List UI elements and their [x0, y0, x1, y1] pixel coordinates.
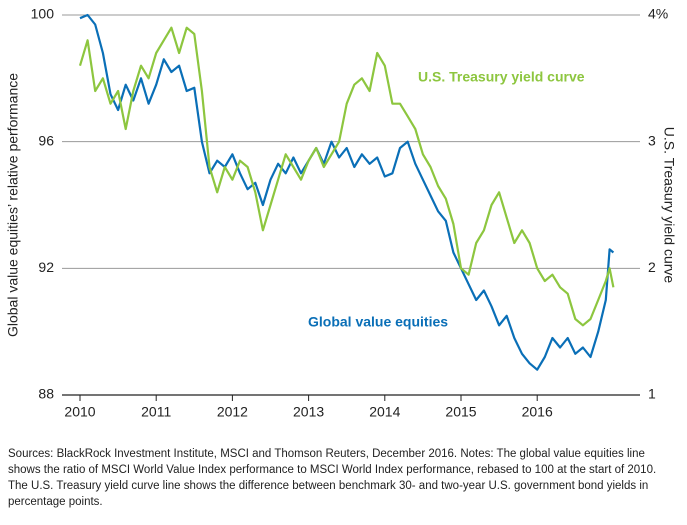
y2-axis-label: U.S. Treasury yield curve: [661, 127, 677, 284]
footnote-line: The U.S. Treasury yield curve line shows…: [8, 480, 649, 492]
footnote-line: percentage points.: [8, 496, 103, 508]
series-line: [78, 26, 615, 327]
y-axis-label: Global value equities’ relative performa…: [5, 73, 21, 337]
series-line: [79, 13, 615, 371]
footnote: Sources: BlackRock Investment Institute,…: [8, 446, 680, 510]
y2-tick-label: 2: [648, 259, 656, 275]
annotation: Global value equities: [308, 314, 448, 330]
x-tick-label: 2016: [522, 404, 553, 420]
y-tick-label: 100: [31, 6, 55, 22]
footnote-line: Sources: BlackRock Investment Institute,…: [8, 448, 645, 460]
x-tick-label: 2011: [141, 404, 171, 420]
annotation: U.S. Treasury yield curve: [418, 69, 585, 85]
y2-tick-label: 3: [648, 132, 656, 148]
y-tick-label: 88: [38, 386, 54, 402]
chart: Global value equities’ relative performa…: [5, 6, 678, 420]
x-tick-label: 2014: [369, 404, 400, 420]
y2-tick-label: 4%: [648, 6, 668, 22]
x-tick-label: 2010: [64, 404, 95, 420]
x-tick-label: 2012: [217, 404, 248, 420]
x-tick-label: 2015: [445, 404, 476, 420]
x-tick-label: 2013: [293, 404, 324, 420]
y-tick-label: 96: [38, 132, 54, 148]
y-tick-label: 92: [38, 259, 54, 275]
y2-tick-label: 1: [648, 386, 656, 402]
footnote-line: shows the ratio of MSCI World Value Inde…: [8, 464, 657, 476]
